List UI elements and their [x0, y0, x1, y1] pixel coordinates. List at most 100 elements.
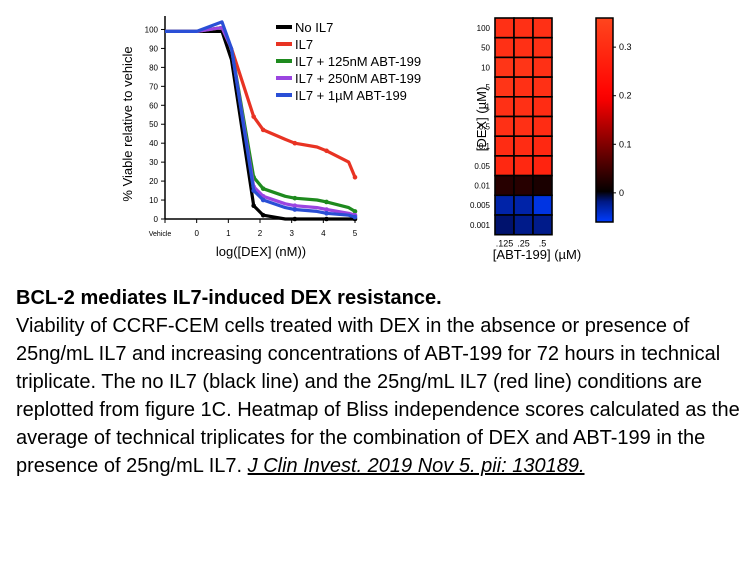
heatmap-y-label: 100: [477, 24, 491, 33]
x-tick-label: Vehicle: [149, 231, 172, 238]
heatmap-cell: [494, 174, 515, 197]
y-tick-label: 90: [149, 44, 158, 53]
figure-caption: BCL-2 mediates IL7-induced DEX resistanc…: [16, 284, 748, 480]
heatmap-cell: [532, 56, 553, 78]
y-tick-label: 0: [154, 215, 159, 224]
heatmap-cell: [494, 96, 515, 118]
caption-citation[interactable]: J Clin Invest. 2019 Nov 5. pii: 130189.: [247, 455, 585, 477]
heatmap-y-label: 10: [481, 63, 490, 72]
heatmap-cell: [532, 36, 553, 59]
line-chart-ylabel: % Viable relative to vehicle: [120, 46, 135, 201]
heatmap-cell: [513, 56, 534, 78]
data-point: [251, 188, 256, 193]
heatmap-y-label: 5: [486, 83, 491, 92]
y-tick-label: 40: [149, 139, 158, 148]
data-point: [324, 216, 329, 222]
data-point: [292, 140, 298, 146]
heatmap-y-label: 0.05: [474, 162, 490, 171]
data-point: [292, 216, 298, 222]
heatmap-cell: [513, 174, 534, 197]
legend-label: IL7 + 250nM ABT-199: [295, 71, 421, 86]
y-tick-label: 50: [149, 120, 158, 129]
heatmap-cell: [532, 135, 553, 157]
data-point: [324, 207, 329, 212]
heatmap-cell: [513, 194, 534, 216]
heatmap-cell: [532, 174, 553, 197]
series-line: [165, 20, 356, 219]
heatmap-ylabel: [DEX] (µM): [474, 87, 489, 152]
series-line: [165, 26, 356, 217]
x-tick-label: 2: [258, 229, 263, 238]
x-tick-label: 5: [353, 229, 358, 238]
heatmap-cell: [494, 115, 515, 138]
line-chart: % Viable relative to vehicle log([DEX] (…: [120, 16, 421, 259]
heatmap-cell: [494, 194, 515, 216]
colorbar-tick-label: 0.1: [619, 139, 632, 149]
heatmap-x-label: .5: [539, 239, 547, 249]
heatmap-cell: [494, 155, 515, 177]
heatmap-cell: [494, 56, 515, 78]
heatmap-xlabel: [ABT-199] (µM): [493, 247, 581, 262]
colorbar: [595, 17, 614, 223]
heatmap-cell: [513, 76, 534, 98]
heatmap-y-label: 0.01: [474, 181, 490, 190]
heatmap-y-label: 0.5: [479, 122, 491, 131]
data-point: [292, 207, 298, 212]
x-tick-label: 4: [321, 229, 326, 238]
heatmap-x-label: .125: [496, 239, 514, 249]
colorbar-tick-label: 0: [619, 188, 624, 198]
data-point: [352, 175, 358, 180]
heatmap-cell: [494, 214, 515, 236]
heatmap-cell: [532, 214, 553, 236]
heatmap-cell: [513, 115, 534, 138]
caption-title: BCL-2 mediates IL7-induced DEX resistanc…: [16, 287, 442, 309]
data-point: [324, 199, 329, 205]
legend-label: No IL7: [295, 20, 333, 35]
legend-label: IL7 + 1µM ABT-199: [295, 88, 407, 103]
heatmap-cell: [494, 36, 515, 59]
heatmap-cell: [494, 76, 515, 98]
data-point: [260, 127, 266, 133]
x-tick-label: 3: [289, 229, 294, 238]
heatmap-cell: [513, 36, 534, 59]
data-point: [352, 209, 358, 214]
y-tick-label: 20: [149, 177, 158, 186]
x-tick-label: 1: [226, 229, 231, 238]
heatmap-cell: [532, 17, 553, 39]
series-line: [165, 29, 355, 221]
data-point: [352, 214, 358, 220]
heatmap-cell: [532, 194, 553, 216]
legend-label: IL7 + 125nM ABT-199: [295, 54, 421, 69]
heatmap-cell: [513, 135, 534, 157]
line-chart-xlabel: log([DEX] (nM)): [216, 244, 306, 259]
caption-body: Viability of CCRF-CEM cells treated with…: [16, 315, 740, 477]
heatmap: [DEX] (µM) [ABT-199] (µM) 1005010510.50.…: [470, 17, 632, 262]
legend-label: IL7: [295, 37, 313, 52]
heatmap-cell: [513, 17, 534, 39]
heatmap-y-label: 0.005: [470, 201, 491, 210]
heatmap-cell: [532, 96, 553, 118]
colorbar-tick-label: 0.3: [619, 42, 632, 52]
heatmap-y-label: 50: [481, 44, 490, 53]
heatmap-cell: [494, 17, 515, 39]
data-point: [324, 211, 329, 216]
heatmap-y-label: 0.1: [479, 142, 491, 151]
heatmap-cell: [532, 155, 553, 177]
heatmap-y-label: 1: [486, 103, 491, 112]
y-tick-label: 30: [149, 158, 158, 167]
heatmap-cell: [494, 135, 515, 157]
y-tick-label: 10: [149, 196, 158, 205]
data-point: [260, 197, 266, 203]
heatmap-cell: [513, 96, 534, 118]
heatmap-x-label: .25: [517, 239, 530, 249]
data-point: [292, 195, 298, 201]
colorbar-tick-label: 0.2: [619, 91, 632, 101]
data-point: [260, 212, 266, 218]
heatmap-cell: [532, 115, 553, 138]
heatmap-cell: [532, 76, 553, 98]
heatmap-y-label: 0.001: [470, 221, 491, 230]
heatmap-cell: [513, 155, 534, 177]
data-point: [251, 114, 256, 119]
y-tick-label: 70: [149, 82, 158, 91]
data-point: [251, 203, 256, 209]
